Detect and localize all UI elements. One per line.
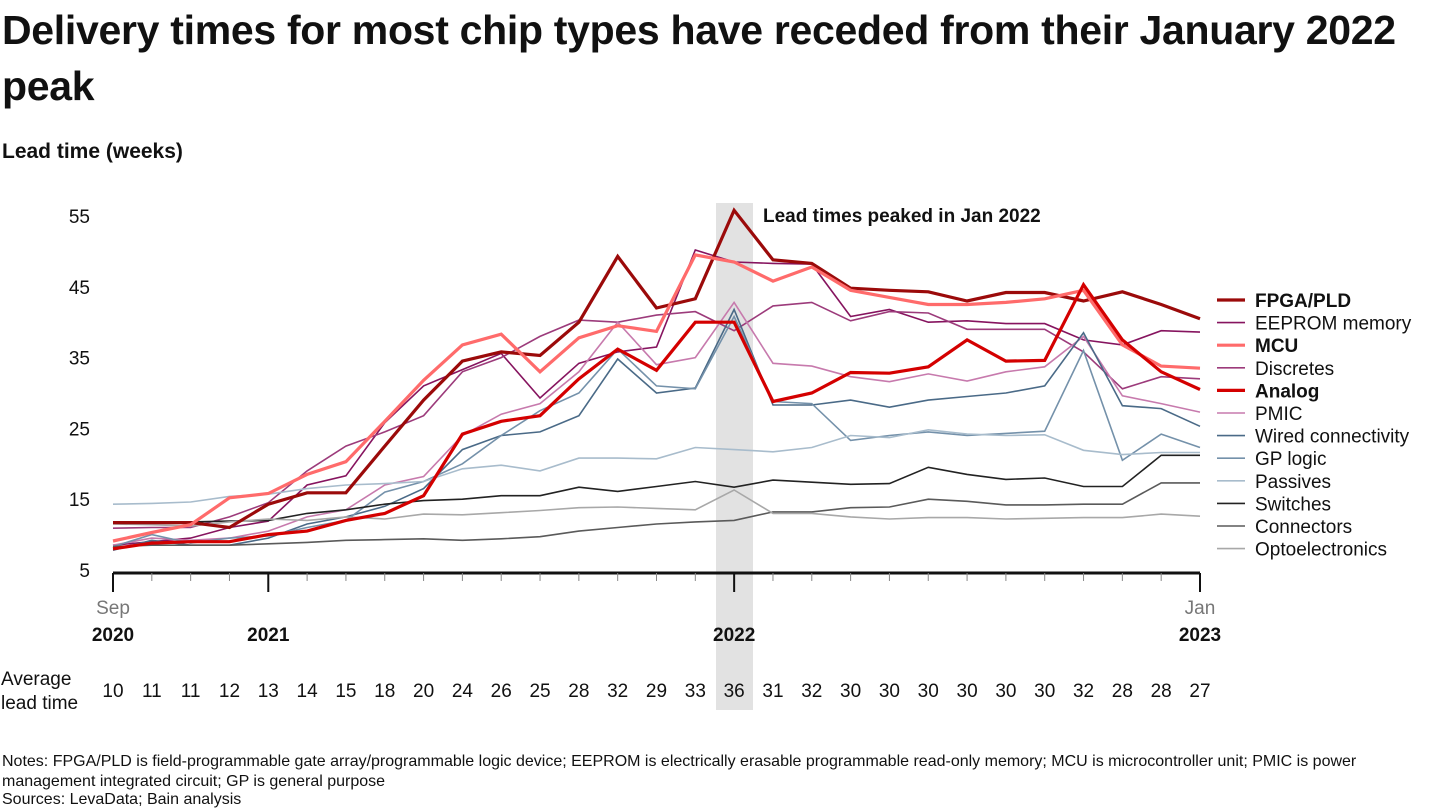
average-lead-time-value: 30 xyxy=(918,681,939,702)
x-tick-year: 2022 xyxy=(713,625,755,646)
average-lead-time-value: 28 xyxy=(1112,681,1133,702)
x-tick-month: Sep xyxy=(96,598,130,619)
average-lead-time-value: 30 xyxy=(879,681,900,702)
legend-label: Switches xyxy=(1255,494,1331,515)
average-lead-time-value: 32 xyxy=(801,681,822,702)
y-tick-label: 45 xyxy=(69,278,90,299)
series-line-gp-logic xyxy=(112,314,1201,548)
average-lead-time-value: 30 xyxy=(995,681,1016,702)
peak-annotation: Lead times peaked in Jan 2022 xyxy=(763,206,1041,227)
average-lead-time-value: 12 xyxy=(219,681,240,702)
series-line-mcu xyxy=(112,253,1201,543)
series-line-passives xyxy=(112,428,1200,505)
average-lead-time-label: Average xyxy=(1,669,71,690)
series-line-wired-connectivity xyxy=(112,307,1201,551)
average-lead-time-value: 18 xyxy=(374,681,395,702)
legend-label: Analog xyxy=(1255,381,1319,402)
x-tick-month: Jan xyxy=(1185,598,1216,619)
average-lead-time-value: 14 xyxy=(297,681,319,702)
average-lead-time-label: lead time xyxy=(1,693,78,714)
average-lead-time-value: 15 xyxy=(335,681,356,702)
y-tick-label: 35 xyxy=(69,349,90,370)
series-line-connectors xyxy=(112,482,1200,548)
legend-label: FPGA/PLD xyxy=(1255,291,1351,312)
legend-label: MCU xyxy=(1255,336,1298,357)
legend-label: Discretes xyxy=(1255,359,1334,380)
average-lead-time-value: 28 xyxy=(1151,681,1172,702)
average-lead-time-value: 30 xyxy=(957,681,978,702)
legend-label: EEPROM memory xyxy=(1255,314,1412,335)
legend-label: Connectors xyxy=(1255,517,1352,538)
series-line-pmic xyxy=(112,300,1201,546)
average-lead-time-value: 36 xyxy=(724,681,745,702)
average-lead-time-value: 26 xyxy=(491,681,512,702)
average-lead-time-value: 11 xyxy=(181,681,201,702)
average-lead-time-value: 24 xyxy=(452,681,474,702)
average-lead-time-value: 10 xyxy=(102,681,123,702)
average-lead-time-value: 20 xyxy=(413,681,434,702)
x-tick-year: 2020 xyxy=(92,625,134,646)
average-lead-time-value: 32 xyxy=(1073,681,1094,702)
legend-label: Optoelectronics xyxy=(1255,540,1387,561)
legend-label: PMIC xyxy=(1255,404,1303,425)
average-lead-time-value: 30 xyxy=(840,681,861,702)
average-lead-time-value: 11 xyxy=(142,681,162,702)
notes: Notes: FPGA/PLD is field-programmable ga… xyxy=(2,753,1357,790)
y-tick-label: 15 xyxy=(69,490,90,511)
average-lead-time-value: 29 xyxy=(646,681,667,702)
y-tick-label: 5 xyxy=(79,561,90,582)
series-line-switches xyxy=(113,454,1200,524)
average-lead-time-value: 28 xyxy=(568,681,589,702)
peak-highlight-band xyxy=(716,203,753,710)
average-lead-time-value: 27 xyxy=(1189,681,1210,702)
legend-label: GP logic xyxy=(1255,449,1326,470)
average-lead-time-value: 25 xyxy=(529,681,550,702)
average-lead-time-value: 30 xyxy=(1034,681,1055,702)
y-axis-label: Lead time (weeks) xyxy=(2,140,183,163)
series-line-discretes xyxy=(112,301,1201,529)
series-line-fpga-pld xyxy=(113,207,1201,530)
series-line-analog xyxy=(112,281,1201,551)
legend-label: Passives xyxy=(1255,472,1331,493)
average-lead-time-value: 33 xyxy=(685,681,706,702)
average-lead-time-value: 31 xyxy=(762,681,783,702)
legend-label: Wired connectivity xyxy=(1255,427,1410,448)
x-tick-year: 2023 xyxy=(1179,625,1221,646)
x-tick-year: 2021 xyxy=(247,625,290,646)
y-tick-label: 25 xyxy=(69,419,90,440)
y-tick-label: 55 xyxy=(69,207,90,228)
chart-title: Delivery times for most chip types have … xyxy=(2,7,1396,109)
series-line-optoelectronics xyxy=(112,489,1201,527)
average-lead-time-value: 32 xyxy=(607,681,628,702)
average-lead-time-value: 13 xyxy=(258,681,279,702)
sources: Sources: LevaData; Bain analysis xyxy=(2,791,242,808)
